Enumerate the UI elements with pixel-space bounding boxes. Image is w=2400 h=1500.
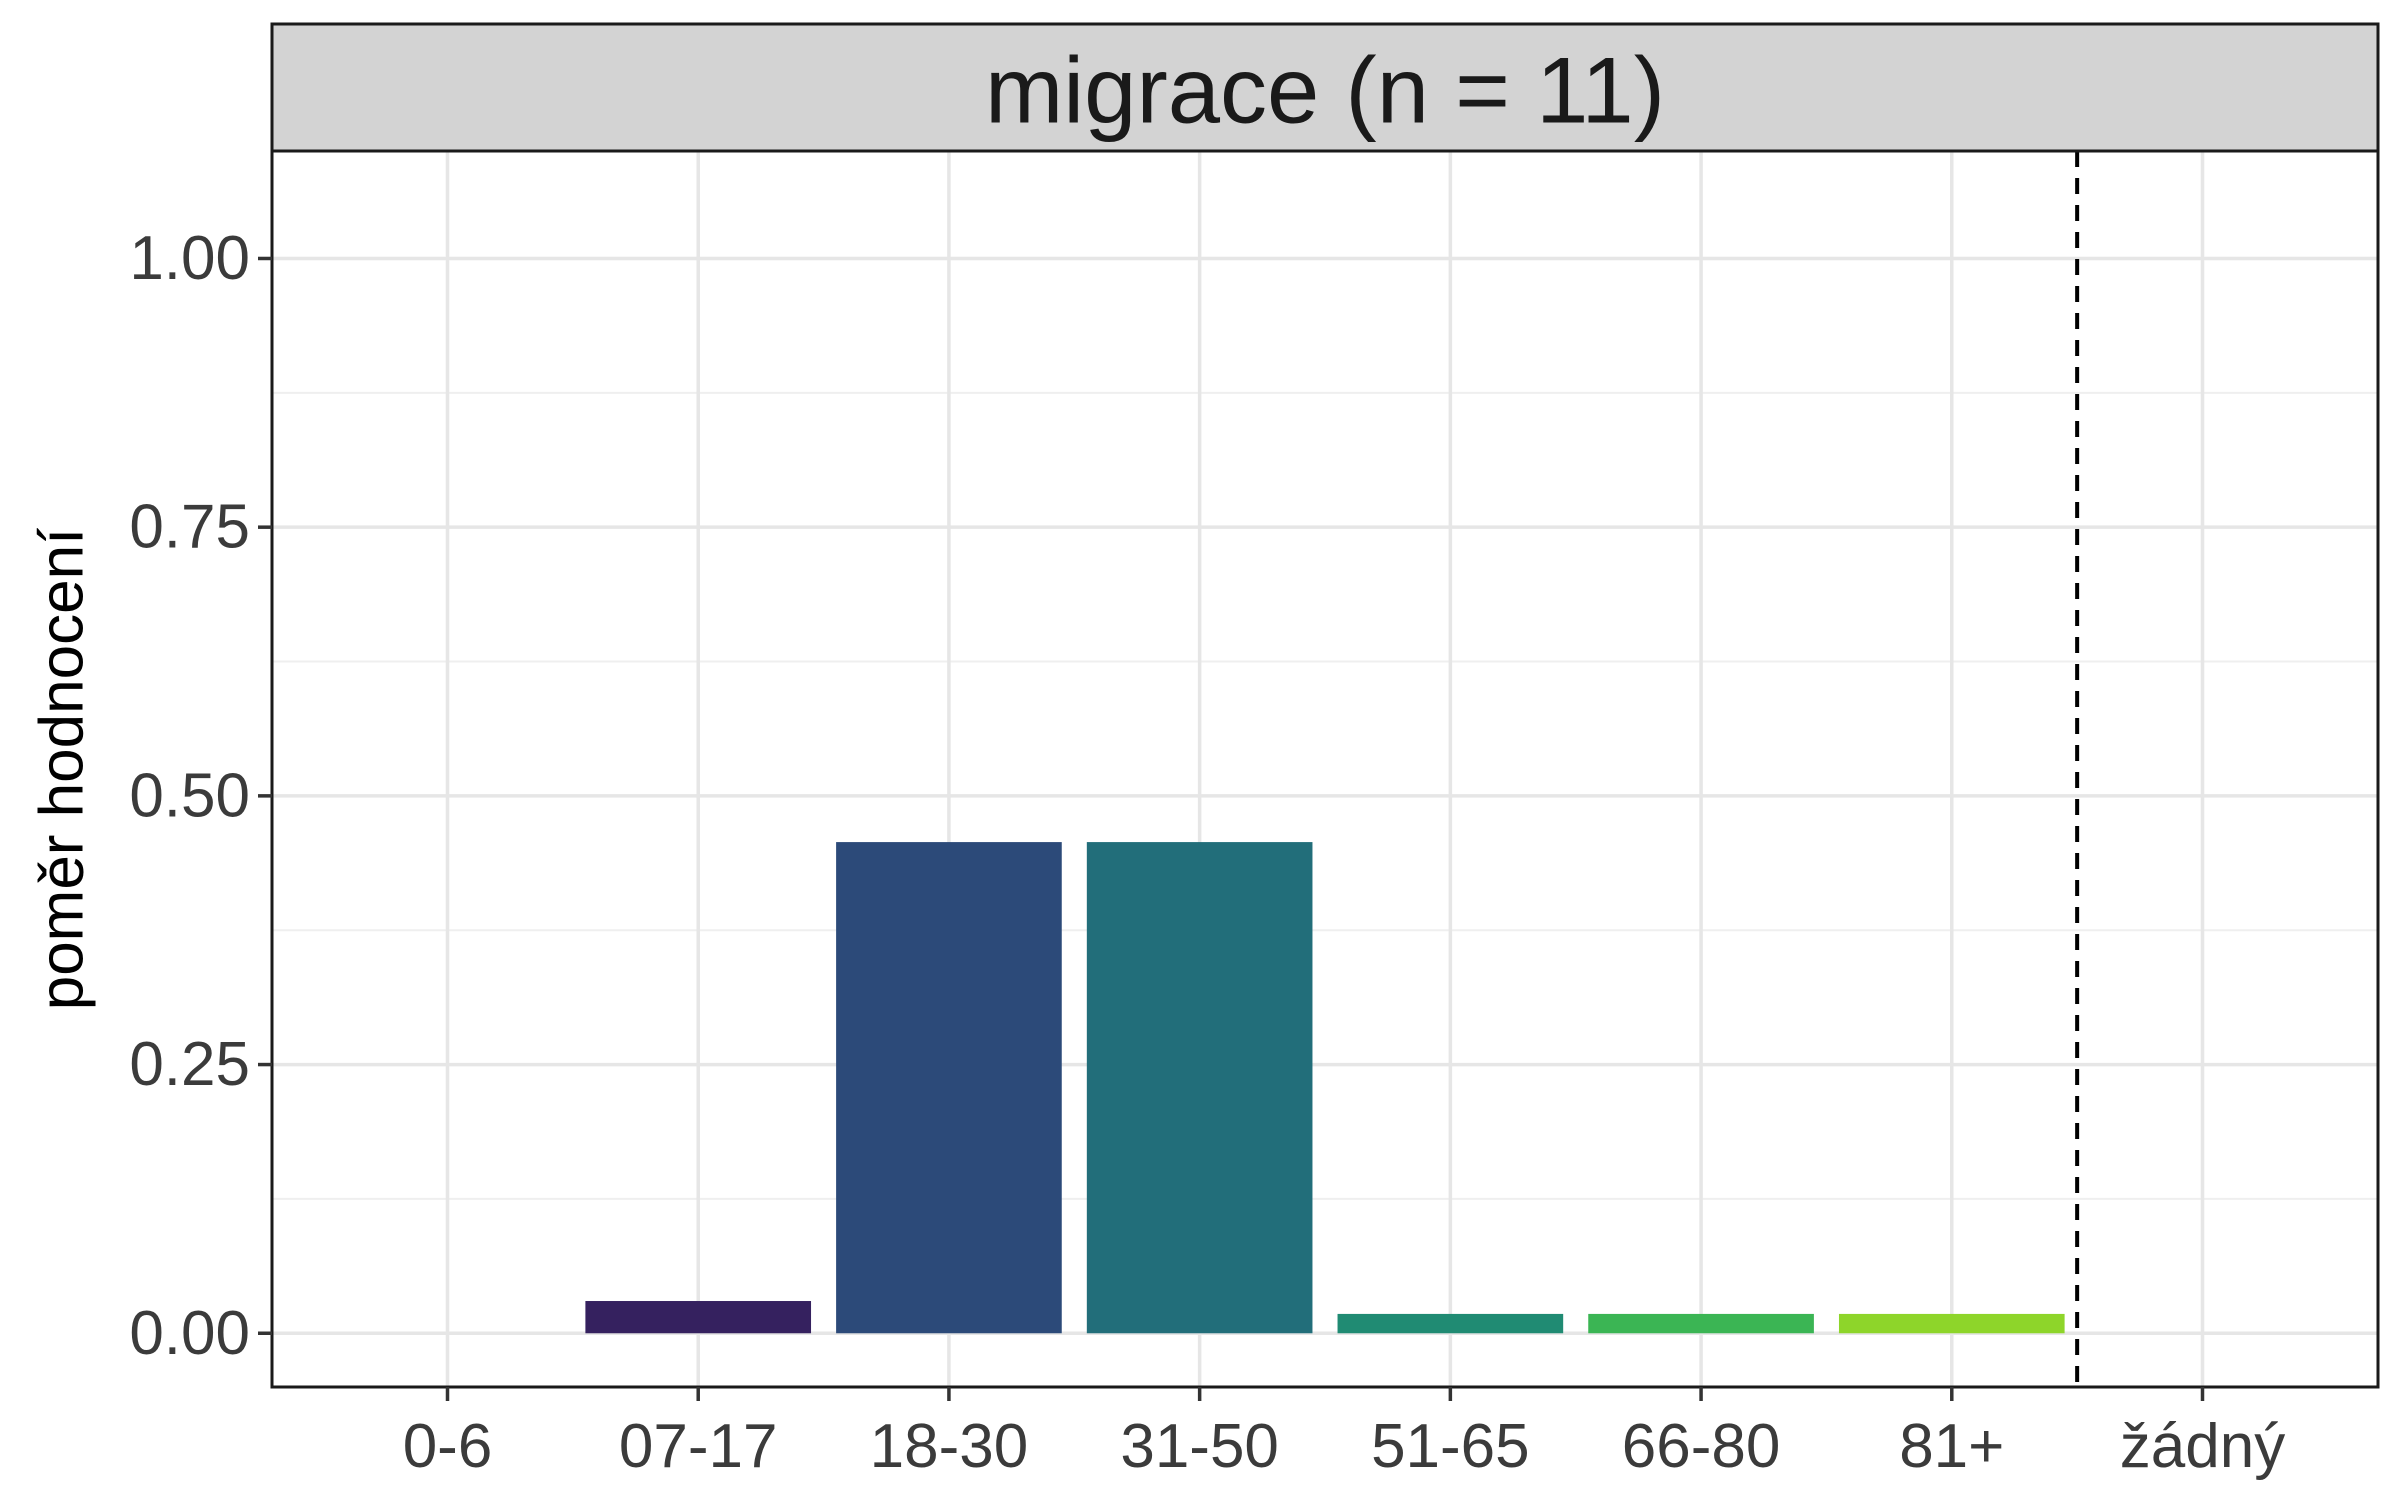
bar — [1086, 842, 1313, 1334]
bar — [836, 842, 1062, 1334]
x-tick-label: 0-6 — [403, 1412, 493, 1481]
bar — [1588, 1313, 1814, 1334]
x-tick-label: 07-17 — [619, 1412, 778, 1481]
x-tick-label: 66-80 — [1622, 1412, 1781, 1481]
y-tick-label: 0.50 — [129, 761, 250, 830]
y-tick-label: 0.25 — [129, 1030, 250, 1099]
facet-strip: migrace (n = 11) — [270, 22, 2380, 153]
bar — [585, 1301, 812, 1334]
x-tick-label: 81+ — [1899, 1412, 2004, 1481]
x-tick-label: 51-65 — [1371, 1412, 1530, 1481]
x-axis: 0-6 07-17 18-30 31-50 51-65 66-80 81+ žádný — [403, 1387, 2285, 1481]
x-tick-label: 31-50 — [1120, 1412, 1279, 1481]
bars — [585, 842, 2065, 1334]
y-tick-label: 1.00 — [129, 224, 250, 293]
y-tick-label: 0.00 — [129, 1299, 250, 1368]
x-tick-label: 18-30 — [870, 1412, 1029, 1481]
bar — [1838, 1313, 2065, 1334]
y-axis-title: poměr hodnocení — [28, 528, 97, 1011]
y-axis: 0.00 0.25 0.50 0.75 1.00 — [129, 224, 272, 1368]
plot-panel — [270, 149, 2380, 1389]
x-tick-label: žádný — [2120, 1412, 2285, 1481]
y-tick-label: 0.75 — [129, 493, 250, 562]
bar — [1337, 1313, 1564, 1334]
chart-title: migrace (n = 11) — [985, 38, 1665, 143]
